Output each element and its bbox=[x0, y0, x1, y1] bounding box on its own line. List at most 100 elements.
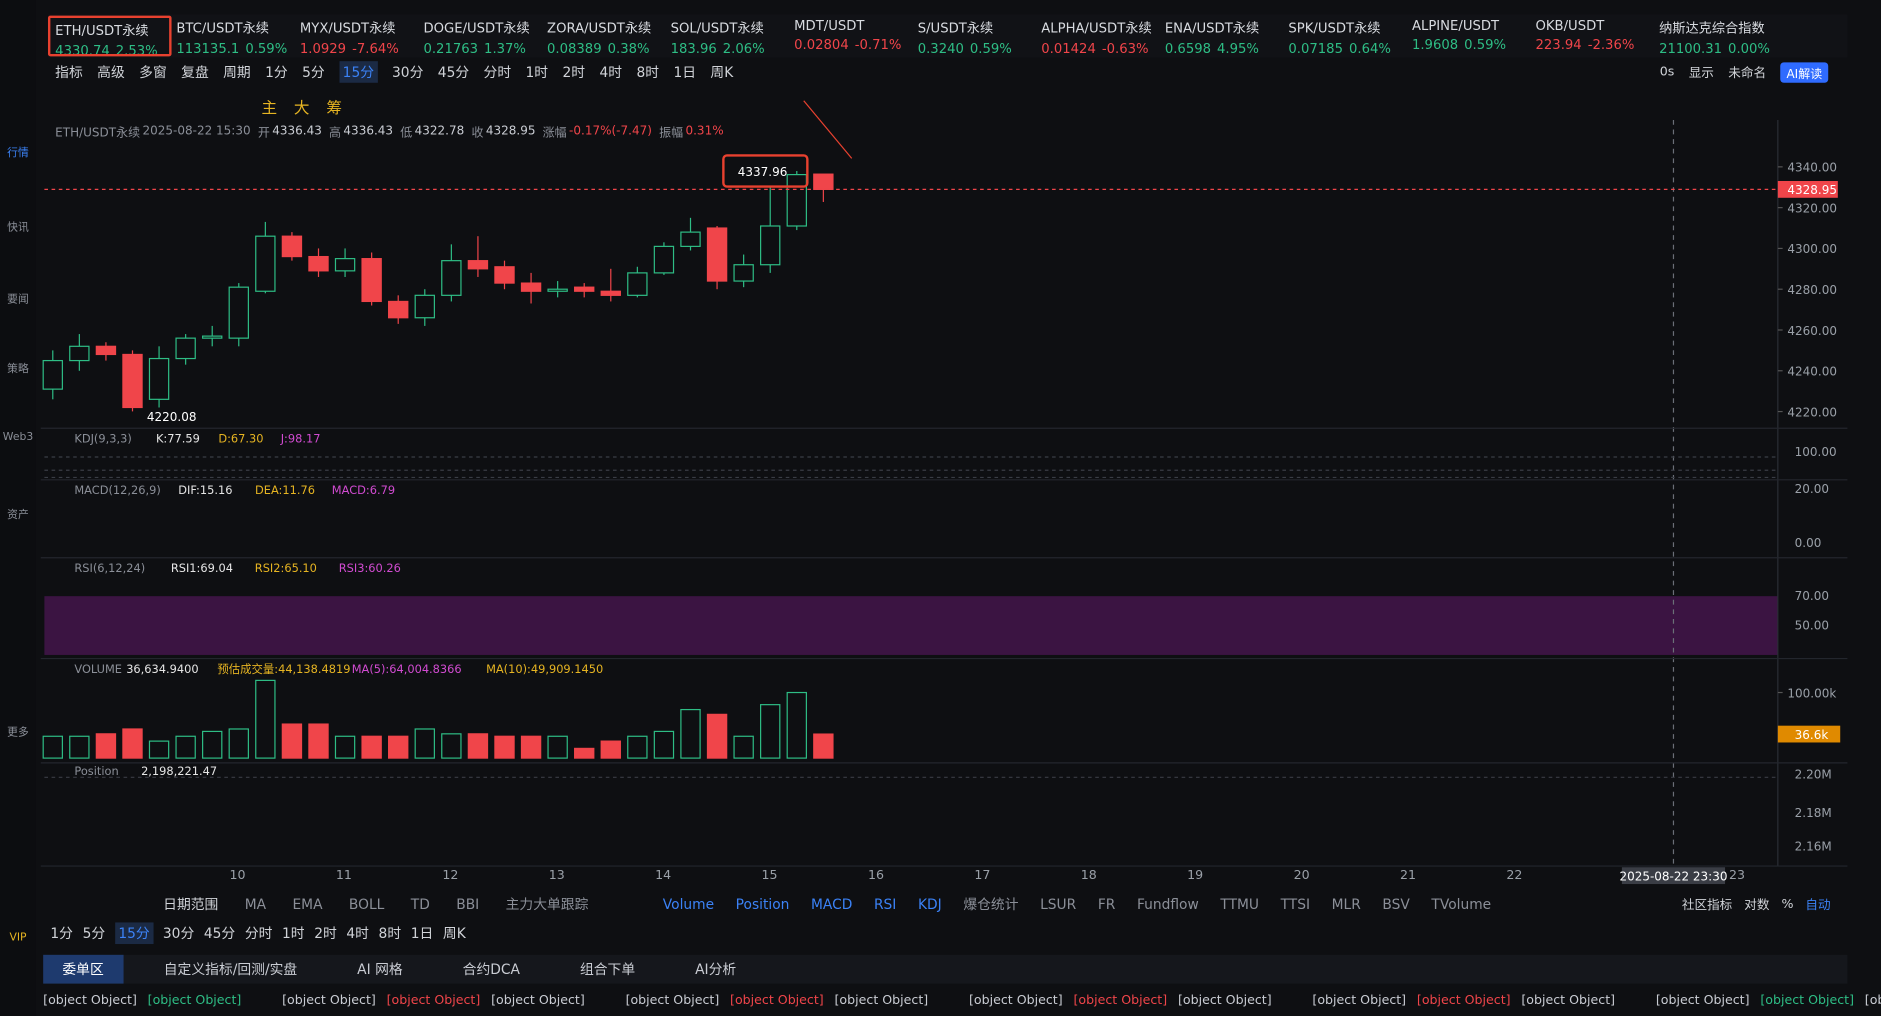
tool-button[interactable]: 复盘 bbox=[181, 63, 209, 81]
nav-item[interactable]: 要闻 bbox=[7, 293, 29, 306]
tool-button[interactable]: 0s bbox=[1659, 64, 1675, 80]
draw-tool[interactable]: 主 bbox=[261, 98, 278, 117]
period-button[interactable]: 45分 bbox=[437, 63, 470, 81]
period-button[interactable]: 8时 bbox=[636, 63, 660, 81]
panel-tab[interactable]: AI 网格 bbox=[357, 960, 403, 978]
period-button[interactable]: 分时 bbox=[483, 63, 512, 81]
tool-button[interactable]: 指标 bbox=[55, 63, 83, 81]
nav-item[interactable]: Web3 bbox=[2, 431, 34, 444]
period-button[interactable]: 1日 bbox=[673, 63, 697, 81]
status-item: [object Object] bbox=[968, 993, 1063, 1008]
ticker[interactable]: 纳斯达克综合指数 21100.31 0.00% bbox=[1654, 16, 1778, 56]
panel-tab[interactable]: AI分析 bbox=[695, 960, 737, 978]
nav-item[interactable]: 更多 bbox=[7, 726, 29, 739]
tool-button[interactable]: 多窗 bbox=[139, 63, 167, 81]
period-button[interactable]: 4时 bbox=[599, 63, 623, 81]
indicator-axis-label: 50.00 bbox=[1795, 619, 1829, 633]
sub-indicator-tab[interactable]: BSV bbox=[1382, 896, 1410, 913]
indicator-option[interactable]: 社区指标 bbox=[1681, 897, 1733, 913]
ticker[interactable]: SPK/USDT永续 0.07185 0.64% bbox=[1284, 16, 1408, 56]
main-indicator-tab[interactable]: 主力大单跟踪 bbox=[505, 896, 589, 913]
sub-indicator-tab[interactable]: MLR bbox=[1331, 896, 1361, 913]
period-button[interactable]: 1日 bbox=[410, 924, 434, 942]
nav-item[interactable]: 资产 bbox=[7, 509, 29, 522]
period-button[interactable]: 30分 bbox=[162, 924, 195, 942]
period-button[interactable]: 5分 bbox=[82, 924, 106, 942]
sub-indicator-tab[interactable]: Volume bbox=[662, 896, 715, 913]
period-button[interactable]: 1分 bbox=[50, 924, 73, 942]
panel-tab[interactable]: 合约DCA bbox=[462, 960, 520, 978]
indicator-option[interactable]: 对数 bbox=[1744, 897, 1770, 913]
period-button[interactable]: 1时 bbox=[282, 924, 305, 942]
period-button[interactable]: 2时 bbox=[314, 924, 337, 942]
main-indicator-tab[interactable]: TD bbox=[410, 896, 430, 913]
ticker[interactable]: DOGE/USDT永续 0.21763 1.37% bbox=[419, 16, 543, 56]
period-button[interactable]: 2时 bbox=[562, 63, 586, 81]
last-price-tag bbox=[1777, 180, 1838, 198]
ticker[interactable]: ALPINE/USDT 1.9608 0.59% bbox=[1407, 16, 1531, 57]
ticker[interactable]: MYX/USDT永续 1.0929 -7.64% bbox=[295, 16, 419, 56]
status-item: [object Object] bbox=[1864, 993, 1881, 1008]
indicator-value: MACD:6.79 bbox=[332, 483, 395, 497]
tool-button[interactable]: 未命名 bbox=[1728, 65, 1767, 80]
period-button[interactable]: 45分 bbox=[203, 924, 236, 942]
main-indicator-tab[interactable]: BBI bbox=[456, 896, 480, 913]
indicator-option[interactable]: % bbox=[1781, 897, 1794, 912]
y-tick-label: 4300.00 bbox=[1787, 242, 1837, 256]
sub-indicator-tab[interactable]: Position bbox=[735, 896, 790, 913]
panel-tab[interactable]: 自定义指标/回测/实盘 bbox=[163, 960, 298, 978]
period-button[interactable]: 15分 bbox=[114, 922, 154, 945]
nav-item[interactable]: 快讯 bbox=[7, 221, 29, 234]
ticker[interactable]: MDT/USDT 0.02804 -0.71% bbox=[789, 16, 913, 57]
date-range[interactable]: 日期范围 bbox=[163, 896, 219, 913]
panel-tab[interactable]: 委单区 bbox=[43, 954, 123, 984]
sub-indicator-tab[interactable]: Fundflow bbox=[1136, 896, 1199, 913]
ticker[interactable]: ETH/USDT永续 4330.74 2.53% bbox=[47, 15, 172, 57]
ticker[interactable]: SOL/USDT永续 183.96 2.06% bbox=[666, 16, 790, 56]
sub-indicator-tab[interactable]: FR bbox=[1097, 896, 1116, 913]
period-button[interactable]: 1分 bbox=[265, 63, 288, 81]
ticker[interactable]: ALPHA/USDT永续 0.01424 -0.63% bbox=[1036, 16, 1160, 56]
period-button[interactable]: 周K bbox=[710, 63, 734, 81]
ticker[interactable]: S/USDT永续 0.3240 0.59% bbox=[913, 16, 1037, 56]
x-tick-label: 11 bbox=[336, 867, 352, 882]
period-button[interactable]: 分时 bbox=[244, 924, 273, 942]
sub-indicator-tab[interactable]: RSI bbox=[873, 896, 897, 913]
volume-bar bbox=[547, 735, 568, 759]
sub-indicator-tab[interactable]: MACD bbox=[810, 896, 853, 913]
main-indicator-tab[interactable]: EMA bbox=[292, 896, 323, 913]
tool-button[interactable]: 周期 bbox=[223, 63, 251, 81]
period-button[interactable]: 15分 bbox=[339, 61, 378, 83]
period-button[interactable]: 5分 bbox=[302, 63, 325, 81]
period-button[interactable]: 8时 bbox=[378, 924, 402, 942]
sub-indicator-tab[interactable]: 爆仓统计 bbox=[963, 896, 1019, 913]
period-button[interactable]: 4时 bbox=[346, 924, 369, 942]
ticker[interactable]: OKB/USDT 223.94 -2.36% bbox=[1531, 16, 1655, 57]
period-button[interactable]: 1时 bbox=[525, 63, 549, 81]
main-indicator-tab[interactable]: BOLL bbox=[348, 896, 385, 913]
sub-indicator-tab[interactable]: TVolume bbox=[1431, 896, 1492, 913]
nav-item[interactable]: VIP bbox=[9, 932, 27, 945]
sub-indicator-tab[interactable]: TTMU bbox=[1220, 896, 1260, 913]
panel-tab[interactable]: 组合下单 bbox=[579, 960, 636, 978]
nav-item[interactable]: 行情 bbox=[7, 147, 29, 160]
ticker[interactable]: ZORA/USDT永续 0.08389 0.38% bbox=[542, 16, 666, 57]
nav-item[interactable]: 策略 bbox=[7, 363, 29, 376]
main-indicator-tab[interactable]: MA bbox=[244, 896, 267, 913]
tool-button[interactable]: AI解读 bbox=[1780, 61, 1829, 83]
volume-bar bbox=[520, 735, 542, 759]
draw-tool[interactable]: 筹 bbox=[326, 98, 342, 117]
period-button[interactable]: 30分 bbox=[392, 63, 424, 81]
tool-button[interactable]: 高级 bbox=[97, 63, 125, 81]
draw-tool[interactable]: 大 bbox=[293, 98, 310, 117]
ticker[interactable]: ENA/USDT永续 0.6598 4.95% bbox=[1160, 16, 1284, 56]
ticker[interactable]: BTC/USDT永续 113135.1 0.59% bbox=[172, 16, 296, 56]
ticker-price: 0.08389 bbox=[547, 40, 602, 57]
tool-button[interactable]: 显示 bbox=[1688, 65, 1714, 80]
period-button[interactable]: 周K bbox=[442, 924, 466, 942]
sub-indicator-tab[interactable]: LSUR bbox=[1040, 896, 1077, 913]
status-item: [object Object] bbox=[625, 993, 720, 1008]
indicator-option[interactable]: 自动 bbox=[1805, 897, 1831, 913]
sub-indicator-tab[interactable]: TTSI bbox=[1280, 896, 1311, 913]
sub-indicator-tab[interactable]: KDJ bbox=[917, 896, 942, 913]
